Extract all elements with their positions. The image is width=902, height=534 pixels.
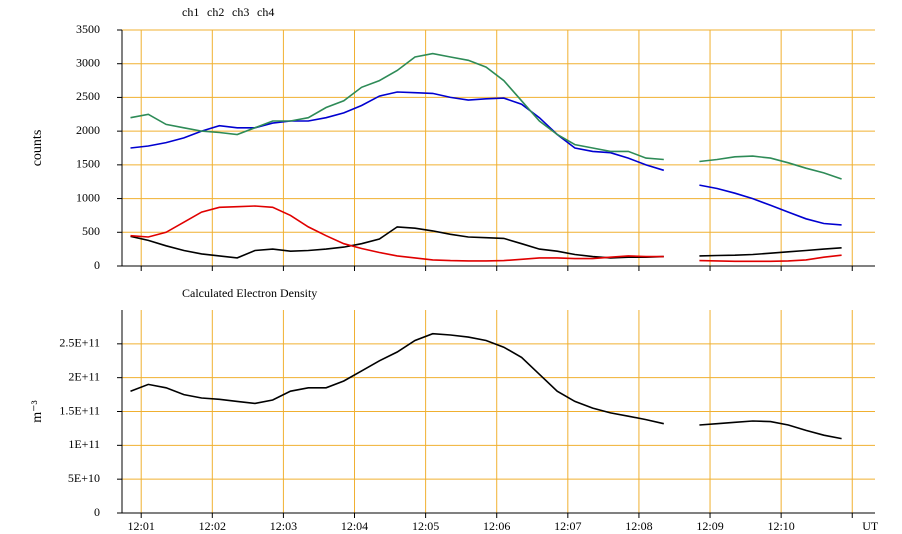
y-tick-label: 2.5E+11 (59, 336, 100, 350)
legend-label: ch3 (232, 5, 249, 19)
y-tick-label: 0 (94, 258, 100, 272)
legend-label: ch4 (257, 5, 274, 19)
y-tick-label: 1.5E+11 (59, 403, 100, 417)
y-tick-label: 1E+11 (68, 437, 100, 451)
y-axis-label: m⁻³ (30, 400, 45, 422)
series-line (130, 226, 842, 259)
legend-label: ch1 (182, 5, 199, 19)
x-tick-label: UT (862, 519, 879, 533)
y-tick-label: 2E+11 (68, 369, 100, 383)
x-tick-label: 12:02 (199, 519, 226, 533)
x-tick-label: 12:01 (128, 519, 155, 533)
x-tick-label: 12:09 (696, 519, 723, 533)
panel-title: Calculated Electron Density (182, 286, 317, 300)
y-tick-label: 1000 (76, 190, 100, 204)
x-tick-label: 12:10 (767, 519, 794, 533)
series-line (130, 52, 842, 180)
y-tick-label: 3500 (76, 22, 100, 36)
y-tick-label: 500 (82, 224, 100, 238)
x-tick-label: 12:03 (270, 519, 297, 533)
y-tick-label: 1500 (76, 157, 100, 171)
y-axis-label: counts (30, 130, 45, 167)
series-line (130, 332, 842, 440)
series-line (130, 205, 842, 263)
y-tick-label: 0 (94, 505, 100, 519)
legend-label: ch2 (207, 5, 224, 19)
x-tick-label: 12:04 (341, 519, 368, 533)
series-line (130, 91, 842, 226)
y-tick-label: 3000 (76, 55, 100, 69)
x-tick-label: 12:08 (625, 519, 652, 533)
y-tick-label: 2500 (76, 89, 100, 103)
x-tick-label: 12:06 (483, 519, 510, 533)
x-tick-label: 12:05 (412, 519, 439, 533)
y-tick-label: 2000 (76, 123, 100, 137)
x-tick-label: 12:07 (554, 519, 581, 533)
y-tick-label: 5E+10 (68, 471, 100, 485)
